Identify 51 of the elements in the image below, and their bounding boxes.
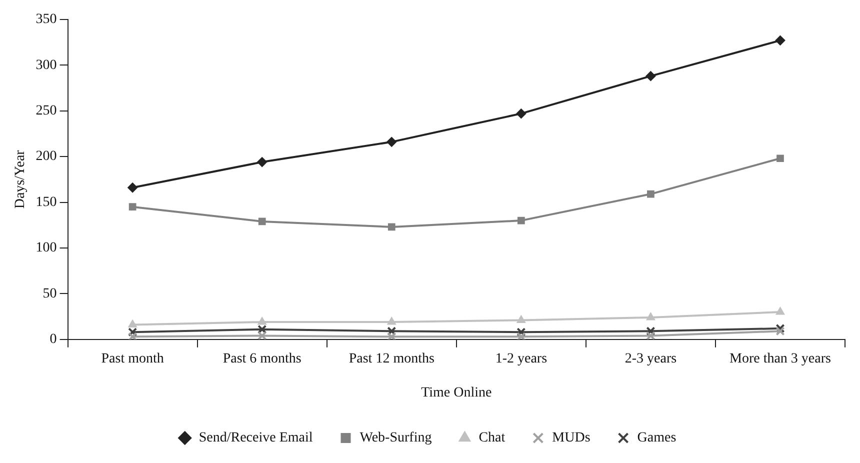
point bbox=[258, 331, 267, 340]
point bbox=[516, 332, 526, 340]
point bbox=[128, 328, 138, 337]
y-axis-title: Days/Year bbox=[13, 150, 28, 209]
point bbox=[388, 223, 396, 231]
point bbox=[776, 306, 785, 315]
y-tick-label: 150 bbox=[36, 194, 57, 210]
point bbox=[646, 331, 656, 340]
legend-label: Games bbox=[637, 430, 676, 446]
point bbox=[776, 154, 784, 162]
point bbox=[128, 332, 138, 340]
point bbox=[776, 326, 785, 336]
point bbox=[517, 216, 525, 224]
y-tick-label: 300 bbox=[36, 58, 57, 73]
y-tick-label: 100 bbox=[36, 240, 57, 256]
point bbox=[258, 317, 266, 325]
legend-label: Chat bbox=[478, 430, 506, 446]
point bbox=[516, 328, 526, 337]
point bbox=[128, 182, 138, 193]
point bbox=[128, 203, 136, 211]
legend-label: Send/Receive Email bbox=[198, 430, 313, 446]
point bbox=[387, 326, 396, 336]
point bbox=[647, 190, 654, 198]
point bbox=[128, 320, 137, 328]
x-tick-label: Past 6 months bbox=[222, 351, 302, 366]
point bbox=[516, 315, 526, 323]
y-tick-label: 250 bbox=[36, 104, 57, 118]
x-tick-label: Past month bbox=[101, 351, 164, 366]
y-tick-label: 350 bbox=[36, 12, 57, 28]
x-tick-label: 1-2 years bbox=[495, 351, 548, 366]
point bbox=[387, 317, 396, 325]
point bbox=[258, 218, 266, 226]
x-axis-title: Time Online bbox=[421, 385, 492, 400]
point bbox=[776, 324, 785, 333]
y-tick-label: 50 bbox=[42, 286, 57, 302]
point bbox=[646, 326, 656, 336]
x-tick-label: Past 12 months bbox=[348, 351, 434, 366]
point bbox=[775, 35, 786, 46]
legend-label: Web-Surfing bbox=[360, 430, 432, 446]
x-tick-label: More than 3 years bbox=[730, 351, 831, 366]
point bbox=[646, 312, 656, 320]
x-tick-label: 2-3 years bbox=[624, 351, 677, 366]
point bbox=[387, 332, 396, 340]
point bbox=[386, 136, 397, 147]
point bbox=[516, 108, 526, 119]
point bbox=[258, 324, 267, 334]
point bbox=[257, 157, 268, 168]
y-tick-label: 0 bbox=[50, 332, 57, 348]
point bbox=[646, 71, 656, 82]
legend-label: MUDs bbox=[552, 430, 590, 446]
y-tick-label: 200 bbox=[36, 149, 57, 164]
